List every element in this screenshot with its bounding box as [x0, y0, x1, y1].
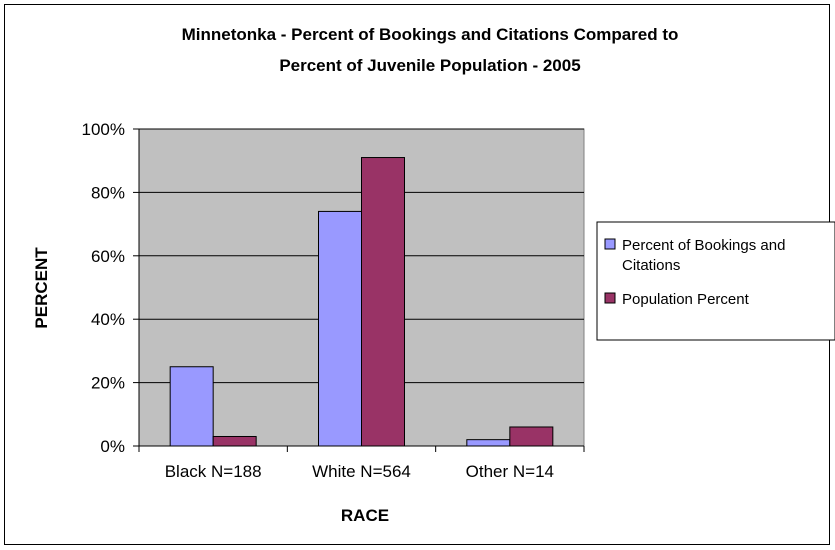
legend-label: Percent of Bookings and — [622, 237, 785, 254]
legend-box — [596, 221, 835, 341]
y-tick-label: 20% — [91, 374, 125, 393]
legend-label: Citations — [622, 257, 680, 274]
bar — [318, 210, 362, 447]
y-tick-label: 0% — [100, 437, 125, 456]
y-tick-label: 60% — [91, 247, 125, 266]
legend-swatch — [604, 292, 616, 304]
chart-title-line-2: Percent of Juvenile Population - 2005 — [279, 56, 580, 75]
legend: Percent of Bookings and Citations Populati… — [604, 237, 785, 308]
bar — [466, 439, 511, 447]
x-tick-label: Black N=188 — [165, 462, 262, 481]
bar — [212, 435, 257, 447]
bars — [169, 157, 554, 447]
y-axis-title: PERCENT — [32, 247, 51, 329]
y-tick-labels: 0% 20% 40% 60% 80% 100% — [82, 120, 125, 456]
x-tick-label: White N=564 — [312, 462, 411, 481]
x-tick-labels: Black N=188 White N=564 Other N=14 — [165, 462, 554, 481]
legend-swatch — [604, 238, 616, 250]
y-tick-label: 40% — [91, 310, 125, 329]
y-tick-label: 100% — [82, 120, 125, 139]
bar — [509, 426, 554, 447]
axes — [133, 128, 585, 452]
x-axis-title: RACE — [341, 506, 389, 525]
bar — [361, 157, 405, 447]
chart-title-line-1: Minnetonka - Percent of Bookings and Cit… — [182, 25, 679, 44]
x-tick-label: Other N=14 — [466, 462, 554, 481]
bar — [169, 366, 214, 447]
legend-label: Population Percent — [622, 291, 750, 308]
y-tick-label: 80% — [91, 183, 125, 202]
